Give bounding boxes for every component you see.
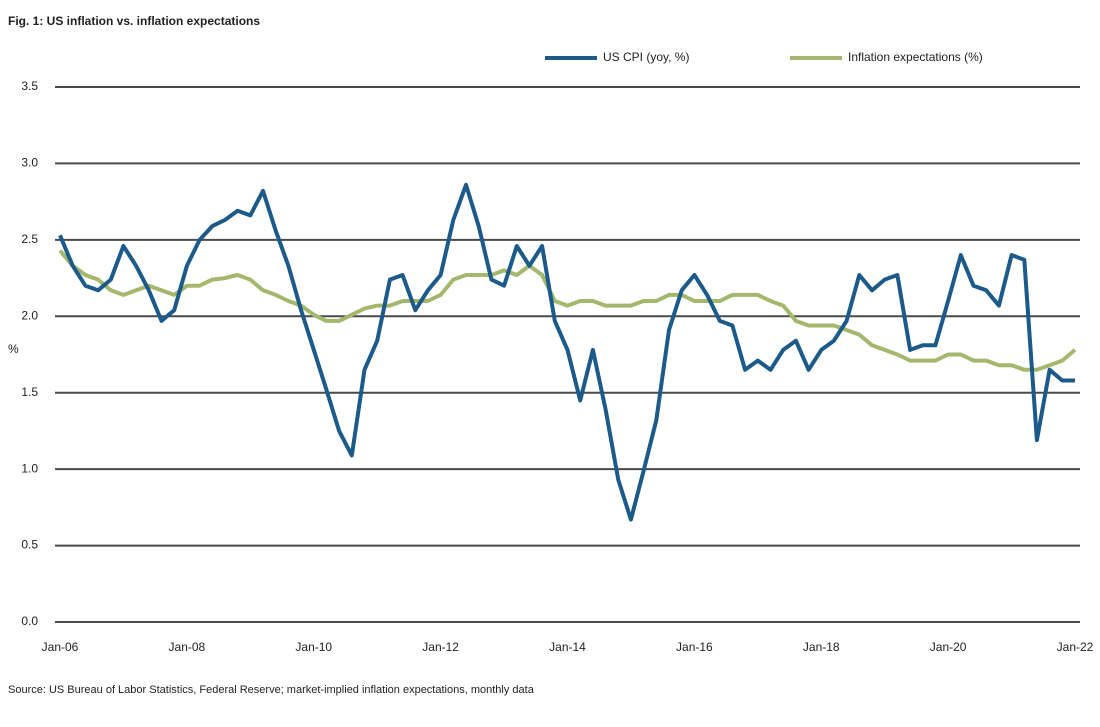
x-tick-label: Jan-10 [295, 640, 332, 654]
legend-label: Inflation expectations (%) [848, 50, 983, 64]
y-tick-label: 3.0 [21, 156, 38, 170]
x-tick-label: Jan-20 [930, 640, 967, 654]
x-tick-label: Jan-22 [1057, 640, 1094, 654]
y-tick-label: 1.0 [21, 461, 38, 475]
x-tick-label: Jan-12 [422, 640, 459, 654]
series-line [58, 249, 1077, 372]
y-tick-label: 2.5 [21, 232, 38, 246]
source-note: Source: US Bureau of Labor Statistics, F… [8, 684, 535, 696]
y-tick-label: 0.0 [21, 614, 38, 628]
x-tick-label: Jan-06 [42, 640, 79, 654]
x-tick-label: Jan-08 [169, 640, 206, 654]
chart-title: Fig. 1: US inflation vs. inflation expec… [8, 14, 260, 28]
series-line [58, 182, 1075, 522]
y-tick-label: 1.5 [21, 385, 38, 399]
y-tick-label: 2.0 [21, 308, 38, 322]
y-tick-label: 3.5 [21, 79, 38, 93]
y-axis-label: % [8, 342, 19, 356]
y-tick-label: 0.5 [21, 538, 38, 552]
legend-label: US CPI (yoy, %) [603, 50, 689, 64]
x-tick-label: Jan-14 [549, 640, 586, 654]
x-tick-label: Jan-18 [803, 640, 840, 654]
x-tick-label: Jan-16 [676, 640, 713, 654]
